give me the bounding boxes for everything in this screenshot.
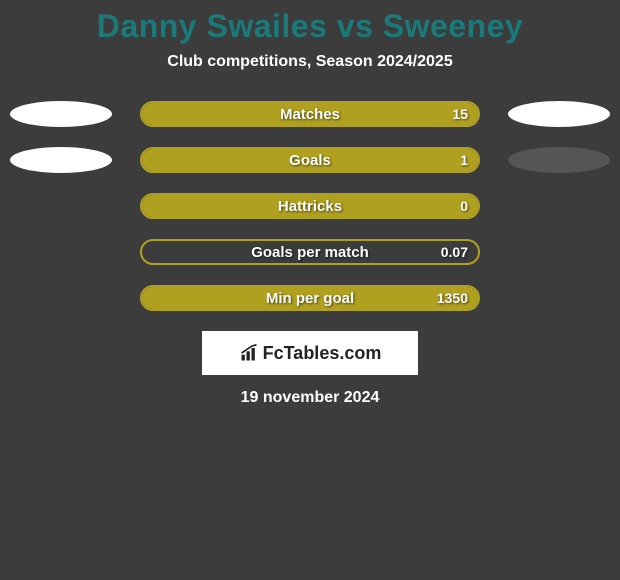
bar-value: 1350 xyxy=(437,287,468,309)
bar-label: Matches xyxy=(142,103,478,125)
stat-row: Goals per match0.07 xyxy=(0,239,620,265)
stat-bar: Hattricks0 xyxy=(140,193,480,219)
stat-rows: Matches15 Goals1 Hattricks0 Goals per match… xyxy=(0,101,620,311)
brand-box: FcTables.com xyxy=(202,331,418,375)
bar-value: 1 xyxy=(460,149,468,171)
right-ellipse xyxy=(508,101,610,127)
stat-row: Min per goal1350 xyxy=(0,285,620,311)
bar-value: 15 xyxy=(452,103,468,125)
stat-bar: Matches15 xyxy=(140,101,480,127)
chart-icon xyxy=(239,343,259,363)
bar-label: Hattricks xyxy=(142,195,478,217)
subtitle: Club competitions, Season 2024/2025 xyxy=(0,53,620,71)
stat-bar: Goals1 xyxy=(140,147,480,173)
stat-bar: Goals per match0.07 xyxy=(140,239,480,265)
date-label: 19 november 2024 xyxy=(0,389,620,407)
brand-text: FcTables.com xyxy=(263,343,382,364)
right-ellipse xyxy=(508,147,610,173)
stat-row: Hattricks0 xyxy=(0,193,620,219)
stat-bar: Min per goal1350 xyxy=(140,285,480,311)
bar-label: Goals per match xyxy=(142,241,478,263)
bar-value: 0.07 xyxy=(441,241,468,263)
stat-row: Matches15 xyxy=(0,101,620,127)
stat-row: Goals1 xyxy=(0,147,620,173)
bar-label: Min per goal xyxy=(142,287,478,309)
bar-value: 0 xyxy=(460,195,468,217)
page-title: Danny Swailes vs Sweeney xyxy=(0,8,620,45)
bar-label: Goals xyxy=(142,149,478,171)
left-ellipse xyxy=(10,147,112,173)
brand-label: FcTables.com xyxy=(239,343,382,364)
left-ellipse xyxy=(10,101,112,127)
